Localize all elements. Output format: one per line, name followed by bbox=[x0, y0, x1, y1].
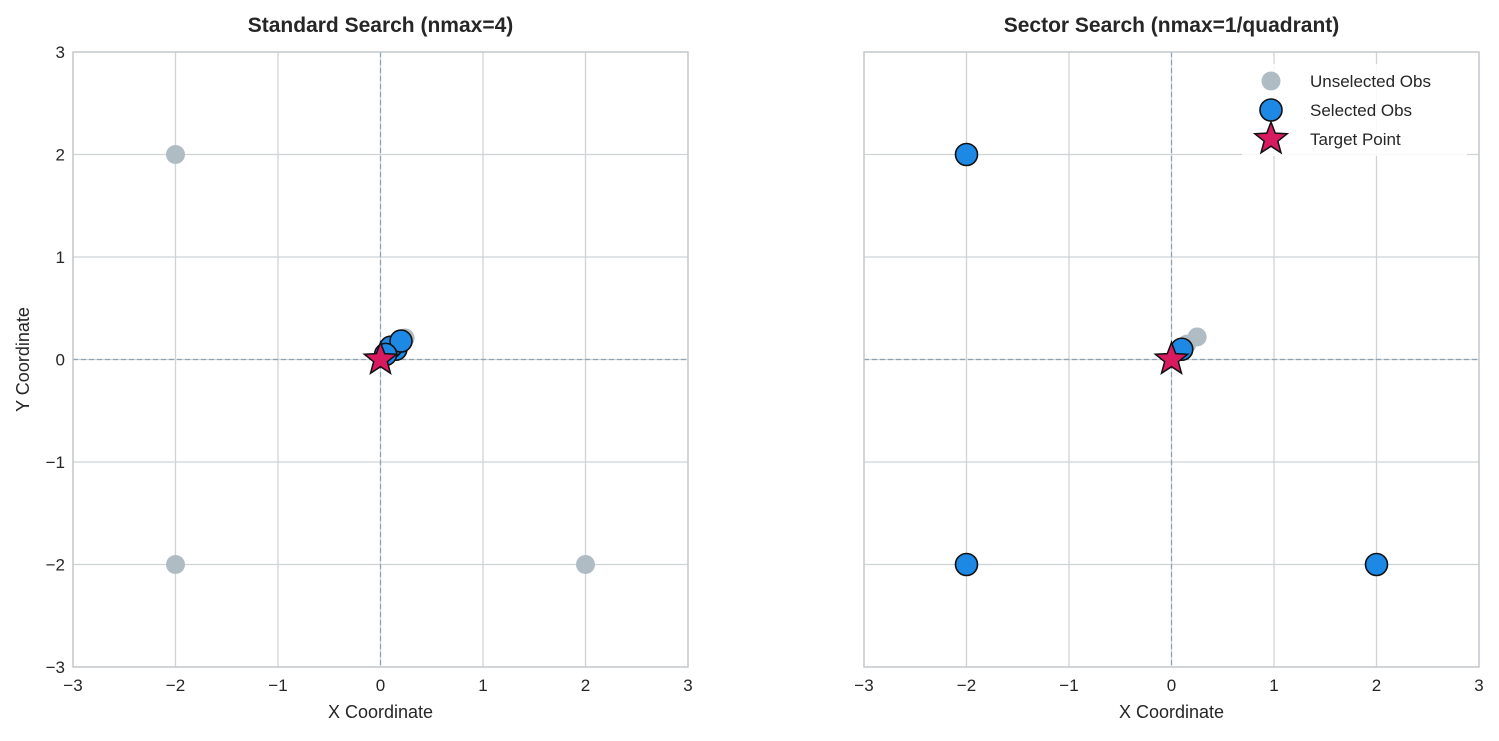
y-tick-label: 0 bbox=[56, 351, 65, 370]
y-tick-label: −1 bbox=[46, 453, 65, 472]
y-tick-label: 1 bbox=[56, 248, 65, 267]
unselected-point bbox=[166, 555, 185, 574]
x-axis-label: X Coordinate bbox=[1119, 702, 1224, 722]
x-tick-label: 2 bbox=[581, 676, 590, 695]
x-tick-label: −1 bbox=[268, 676, 287, 695]
chart-title: Sector Search (nmax=1/quadrant) bbox=[1004, 14, 1340, 37]
x-tick-label: −1 bbox=[1059, 676, 1078, 695]
chart-panel-1: −3 −2 −1 0 1 2 3 −3 −2 −1 0 1 2 3 Standard Search (nma… bbox=[13, 14, 693, 722]
chart-panel-2: −3 −2 −1 0 1 2 3 Sector Search (nmax=1/quadrant… bbox=[854, 14, 1483, 722]
chart-title: Standard Search (nmax=4) bbox=[248, 14, 514, 37]
x-tick-label: −3 bbox=[854, 676, 873, 695]
x-tick-label: 3 bbox=[1474, 676, 1483, 695]
unselected-point bbox=[166, 145, 185, 164]
selected-point bbox=[1364, 552, 1389, 577]
y-tick-label: −2 bbox=[46, 556, 65, 575]
x-tick-label: −2 bbox=[166, 676, 185, 695]
x-tick-label: 0 bbox=[376, 676, 385, 695]
axes-frame bbox=[863, 51, 1480, 668]
legend-label-selected: Selected Obs bbox=[1310, 101, 1412, 120]
legend-label-unselected: Unselected Obs bbox=[1310, 72, 1431, 91]
legend-target-marker bbox=[1252, 119, 1290, 155]
x-tick-label: 1 bbox=[478, 676, 487, 695]
y-tick-label: 3 bbox=[56, 43, 65, 62]
selected-point bbox=[954, 552, 979, 577]
legend-selected-marker bbox=[1259, 98, 1283, 122]
axes-frame bbox=[72, 51, 689, 668]
y-tick-label: 2 bbox=[56, 146, 65, 165]
x-axis-label: X Coordinate bbox=[328, 702, 433, 722]
selected-point bbox=[954, 142, 979, 167]
x-tick-label: 3 bbox=[683, 676, 692, 695]
y-tick-label: −3 bbox=[46, 658, 65, 677]
target-point bbox=[1153, 340, 1190, 375]
selected-point bbox=[389, 329, 413, 353]
x-tick-label: −2 bbox=[957, 676, 976, 695]
legend: Unselected Obs Selected Obs Target Point bbox=[1242, 64, 1467, 156]
x-tick-label: 2 bbox=[1372, 676, 1381, 695]
unselected-point bbox=[576, 555, 595, 574]
x-tick-label: 1 bbox=[1269, 676, 1278, 695]
legend-unselected-marker bbox=[1261, 71, 1281, 91]
legend-label-target: Target Point bbox=[1310, 130, 1401, 149]
y-axis-label: Y Coordinate bbox=[13, 307, 33, 412]
x-tick-label: 0 bbox=[1167, 676, 1176, 695]
target-point bbox=[362, 340, 399, 375]
x-tick-label: −3 bbox=[63, 676, 82, 695]
